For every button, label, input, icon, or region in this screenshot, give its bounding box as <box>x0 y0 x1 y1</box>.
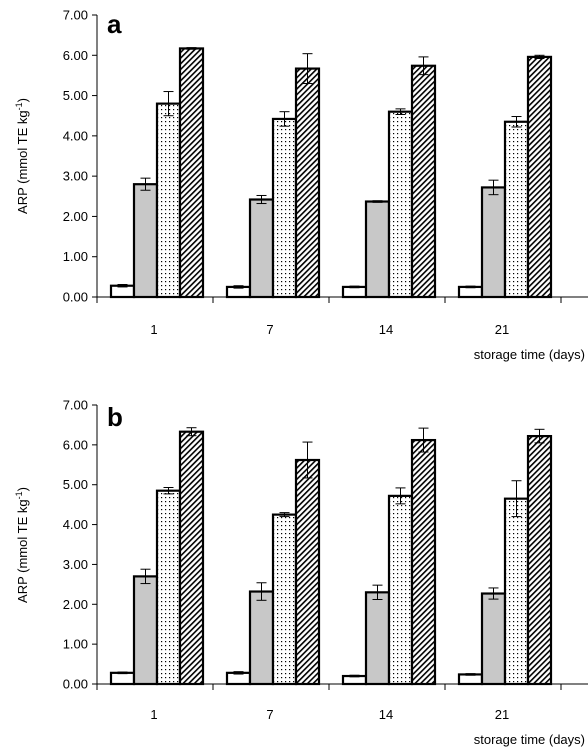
y-tick-label: 4.00 <box>63 128 88 143</box>
y-axis-label-superscript: -1 <box>14 102 24 110</box>
bar <box>157 104 180 297</box>
x-tick-label: 14 <box>379 707 393 722</box>
y-axis-label: ARP (mmol TE kg-1) <box>14 98 30 214</box>
bar <box>412 440 435 684</box>
bar <box>459 287 482 297</box>
y-tick-label: 6.00 <box>63 48 88 63</box>
x-axis-label: storage time (days) <box>474 732 585 747</box>
bar <box>296 69 319 297</box>
y-tick-label: 5.00 <box>63 477 88 492</box>
panel-letter: a <box>107 9 122 39</box>
bar <box>528 57 551 297</box>
y-tick-label: 1.00 <box>63 249 88 264</box>
bar <box>412 66 435 297</box>
x-axis-label: storage time (days) <box>474 347 585 362</box>
x-tick-label: 21 <box>495 322 509 337</box>
bar <box>273 515 296 684</box>
y-axis-label: ARP (mmol TE kg-1) <box>14 487 30 603</box>
x-tick-label: 7 <box>266 322 273 337</box>
bar <box>528 436 551 684</box>
y-axis-label-close: ) <box>15 98 30 102</box>
y-tick-label: 1.00 <box>63 637 88 652</box>
y-tick-label: 0.00 <box>63 677 88 692</box>
y-axis-label-text: ARP (mmol TE kg <box>15 499 30 603</box>
bar <box>505 122 528 297</box>
bar <box>482 187 505 297</box>
bar <box>134 184 157 297</box>
y-tick-label: 5.00 <box>63 88 88 103</box>
x-tick-label: 1 <box>150 322 157 337</box>
bar <box>250 200 273 297</box>
bar <box>180 48 203 297</box>
chart-panel-a: 0.00 1.00 2.00 3.00 4.00 5.00 6.00 7.00 1 7 14 21 a s… <box>14 8 588 363</box>
y-axis-label-text: ARP (mmol TE kg <box>15 110 30 214</box>
bar <box>111 673 134 684</box>
y-tick-label: 7.00 <box>63 8 88 23</box>
bar <box>157 491 180 684</box>
bar <box>459 674 482 684</box>
y-axis-label-close: ) <box>15 487 30 491</box>
y-tick-label: 2.00 <box>63 597 88 612</box>
y-axis-label-superscript: -1 <box>14 491 24 499</box>
bar <box>180 432 203 684</box>
bar <box>250 592 273 684</box>
bar <box>389 112 412 297</box>
panel-letter: b <box>107 402 123 432</box>
y-tick-label: 7.00 <box>63 398 88 413</box>
bar <box>482 594 505 684</box>
y-tick-label: 6.00 <box>63 437 88 452</box>
bar <box>343 287 366 297</box>
bar <box>273 119 296 297</box>
bar <box>389 496 412 684</box>
x-tick-label: 1 <box>150 707 157 722</box>
y-tick-label: 0.00 <box>63 290 88 305</box>
y-tick-label: 3.00 <box>63 557 88 572</box>
bar <box>134 576 157 684</box>
chart-panel-b: 0.00 1.00 2.00 3.00 4.00 5.00 6.00 7.00 1 7 14 21 b s… <box>14 398 588 748</box>
y-tick-label: 3.00 <box>63 169 88 184</box>
y-tick-label: 4.00 <box>63 517 88 532</box>
bar <box>366 202 389 297</box>
bar <box>366 592 389 684</box>
bar <box>505 499 528 684</box>
y-tick-label: 2.00 <box>63 209 88 224</box>
x-tick-label: 14 <box>379 322 393 337</box>
bar <box>296 460 319 684</box>
x-tick-label: 21 <box>495 707 509 722</box>
x-tick-label: 7 <box>266 707 273 722</box>
